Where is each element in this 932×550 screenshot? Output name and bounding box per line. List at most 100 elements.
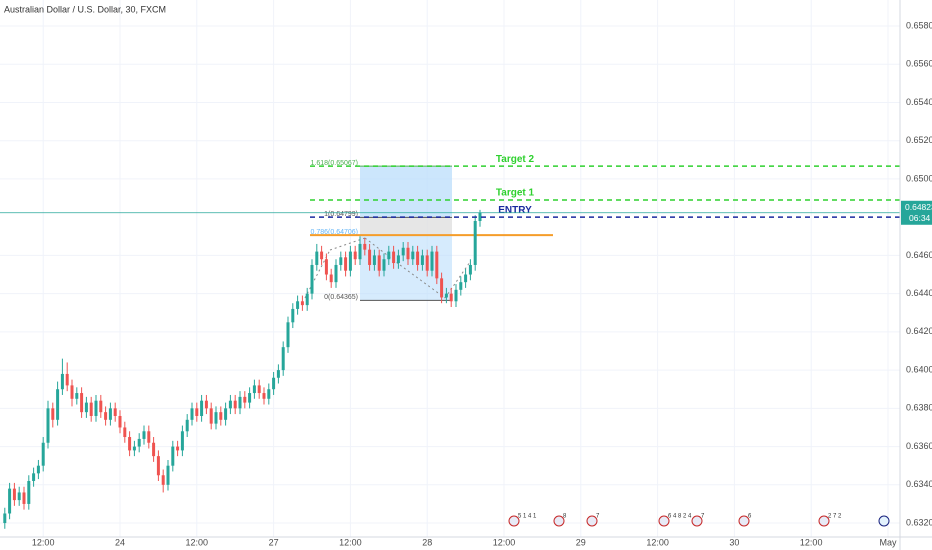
- event-label: 8: [563, 514, 567, 520]
- candle-body: [267, 389, 271, 399]
- candle-body: [233, 400, 237, 409]
- fib-label: 0.786(0.64706): [311, 229, 358, 236]
- candle-body: [123, 427, 127, 438]
- target-label: ENTRY: [498, 205, 532, 216]
- candle-body: [464, 274, 468, 283]
- candle-body: [41, 442, 45, 466]
- candle-body: [248, 393, 252, 403]
- candle-body: [339, 257, 343, 265]
- last-price-box: [901, 200, 932, 225]
- pattern-line: [304, 249, 331, 299]
- candle-body: [214, 412, 218, 424]
- chart-title: Australian Dollar / U.S. Dollar, 30, FXC…: [4, 4, 166, 14]
- candle-body: [320, 251, 324, 260]
- fib-zone-upper: [360, 166, 452, 218]
- event-icon: [508, 515, 520, 527]
- candle-body: [75, 393, 79, 399]
- candle-body: [281, 347, 285, 371]
- x-tick-label: 12:00: [186, 537, 209, 547]
- x-tick-label: 12:00: [493, 537, 516, 547]
- candle-body: [3, 513, 7, 524]
- event-icon: [738, 515, 750, 527]
- pattern-line: [329, 237, 366, 251]
- event-icon: [658, 515, 670, 527]
- candle-body: [113, 408, 117, 416]
- candle-body: [291, 308, 295, 323]
- candle-body: [358, 243, 362, 260]
- candle-body: [80, 393, 84, 413]
- pattern-line: [444, 261, 471, 299]
- candle-body: [27, 480, 31, 504]
- candle-body: [46, 408, 50, 443]
- candle-body: [392, 251, 396, 264]
- candle-body: [60, 373, 64, 390]
- pattern-line: [399, 264, 446, 299]
- candle-body: [22, 492, 26, 504]
- candle-body: [200, 400, 204, 416]
- candle-body: [36, 465, 40, 474]
- candle-body: [382, 259, 386, 271]
- candle-body: [209, 408, 213, 424]
- candle-body: [324, 259, 328, 275]
- candle-body: [334, 264, 338, 283]
- candle-body: [84, 402, 88, 413]
- candle-body: [416, 251, 420, 265]
- candle-body: [137, 438, 141, 447]
- candle-body: [128, 437, 132, 451]
- candle-body: [224, 408, 228, 420]
- candle-body: [190, 408, 194, 420]
- candle-body: [406, 247, 410, 260]
- fib-label: 1.618(0.65067): [311, 160, 358, 167]
- candle-body: [32, 473, 36, 481]
- candle-body: [219, 412, 223, 420]
- candle-body: [156, 456, 160, 476]
- candle-body: [252, 385, 256, 394]
- candle-body: [435, 251, 439, 279]
- candle-body: [180, 431, 184, 451]
- candle-body: [387, 251, 391, 260]
- candle-body: [276, 370, 280, 378]
- candle-body: [104, 412, 108, 420]
- candle-body: [377, 255, 381, 271]
- candle-body: [430, 251, 434, 271]
- candle-body: [56, 389, 60, 420]
- candle-body: [161, 475, 165, 485]
- candle-body: [454, 289, 458, 302]
- candle-body: [425, 255, 429, 271]
- candle-body: [310, 264, 314, 294]
- countdown-label: 06:34: [909, 213, 931, 223]
- candle-body: [296, 301, 300, 309]
- candle-body: [401, 247, 405, 256]
- x-tick-label: 27: [269, 537, 279, 547]
- candle-body: [243, 396, 247, 403]
- fib-zone-middle: [360, 217, 452, 236]
- candle-body: [147, 431, 151, 443]
- candle-body: [70, 385, 74, 399]
- overlay: Target 2 Target 1 ENTRY 0.6482306:34 5 1 4 1…: [0, 154, 932, 527]
- candle-body: [89, 402, 93, 416]
- event-label: 6: [748, 514, 752, 520]
- candle-body: [368, 249, 372, 265]
- event-icon: [553, 515, 565, 527]
- candle-body: [444, 293, 448, 298]
- x-tick-label: 12:00: [32, 537, 55, 547]
- candle-body: [286, 322, 290, 348]
- x-tick-label: 12:00: [646, 537, 669, 547]
- candle-body: [51, 408, 55, 420]
- x-tick-label: 30: [729, 537, 739, 547]
- candle-body: [420, 255, 424, 265]
- candle-body: [363, 243, 367, 250]
- event-label: 7: [701, 514, 705, 520]
- event-icon: [691, 515, 703, 527]
- candle-body: [272, 377, 276, 390]
